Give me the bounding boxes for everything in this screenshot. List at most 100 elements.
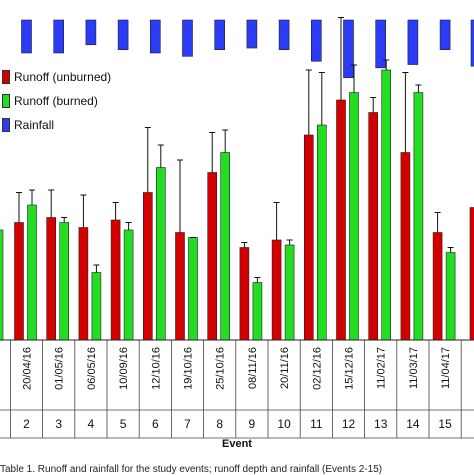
event-tick-label: 10 bbox=[277, 417, 291, 431]
rainfall-bar bbox=[183, 20, 193, 56]
x-axis: 20/04/16201/05/16306/05/16410/09/16512/1… bbox=[0, 340, 474, 438]
unburned-error-bar bbox=[16, 193, 22, 223]
burned-error-bar bbox=[448, 248, 454, 253]
event-tick-label: 3 bbox=[55, 417, 62, 431]
unburned-error-bar bbox=[209, 133, 215, 173]
event-tick-label: 8 bbox=[216, 417, 223, 431]
date-tick-label: 11/02/17 bbox=[376, 347, 388, 389]
unburned-bar bbox=[272, 240, 281, 340]
event-tick-label: 13 bbox=[374, 417, 388, 431]
rainfall-bar bbox=[22, 20, 32, 53]
rainfall-bar bbox=[215, 20, 225, 50]
burned-error-bar bbox=[29, 190, 35, 205]
unburned-bar bbox=[143, 193, 152, 341]
event-tick-label: 7 bbox=[184, 417, 191, 431]
event-tick-label: 9 bbox=[249, 417, 256, 431]
rainfall-bar bbox=[408, 20, 418, 65]
burned-bar bbox=[414, 93, 423, 341]
date-tick-label: 01/05/16 bbox=[54, 347, 66, 390]
unburned-bar bbox=[176, 233, 185, 341]
burned-error-bar bbox=[93, 265, 99, 273]
legend-swatch-rainfall bbox=[2, 118, 10, 132]
runoff-bars bbox=[0, 18, 474, 341]
burned-bar bbox=[382, 70, 391, 340]
burned-error-bar bbox=[415, 85, 421, 93]
rainfall-bar bbox=[150, 20, 160, 53]
date-tick-label: 15/12/16 bbox=[344, 347, 356, 390]
burned-bar bbox=[28, 205, 37, 340]
date-tick-label: 25/10/16 bbox=[215, 347, 227, 390]
date-tick-label: 19/10/16 bbox=[183, 347, 195, 390]
unburned-bar bbox=[15, 223, 24, 341]
date-tick-label: 20/04/16 bbox=[22, 347, 34, 390]
event-tick-label: 14 bbox=[406, 417, 420, 431]
rainfall-bar bbox=[344, 20, 354, 78]
burned-error-bar bbox=[287, 240, 293, 245]
burned-bar bbox=[221, 153, 230, 341]
unburned-bar bbox=[111, 220, 120, 340]
figure-caption: Table 1. Runoff and rainfall for the stu… bbox=[0, 464, 382, 475]
burned-bar bbox=[60, 223, 69, 341]
unburned-error-bar bbox=[435, 213, 441, 233]
burned-error-bar bbox=[319, 73, 325, 126]
edge-burned-bar-left bbox=[0, 230, 3, 340]
rainfall-bar bbox=[279, 20, 289, 50]
burned-bar bbox=[253, 283, 262, 341]
date-tick-label: 02/12/16 bbox=[311, 347, 323, 390]
date-tick-label: 11/04/17 bbox=[440, 347, 452, 389]
burned-bar bbox=[317, 125, 326, 340]
burned-bar bbox=[189, 238, 198, 341]
unburned-bar bbox=[79, 228, 88, 341]
legend-label-rainfall: Rainfall bbox=[14, 118, 54, 132]
legend-item-burned: Runoff (burned) bbox=[2, 92, 98, 110]
legend-swatch-unburned bbox=[2, 70, 10, 84]
legend-swatch-burned bbox=[2, 94, 10, 108]
event-tick-label: 12 bbox=[342, 417, 356, 431]
unburned-bar bbox=[401, 153, 410, 341]
event-tick-label: 5 bbox=[120, 417, 127, 431]
unburned-bar bbox=[208, 173, 217, 341]
unburned-error-bar bbox=[241, 243, 247, 248]
unburned-error-bar bbox=[370, 98, 376, 113]
rainfall-bar bbox=[54, 20, 64, 53]
date-tick-label: 20/11/16 bbox=[279, 347, 291, 389]
burned-bar bbox=[446, 253, 455, 341]
edge-unburned-bar-right bbox=[470, 208, 474, 341]
date-tick-label: 08/11/16 bbox=[247, 347, 259, 389]
burned-error-bar bbox=[222, 130, 228, 153]
date-tick-label: 10/09/16 bbox=[118, 347, 130, 390]
rainfall-bar bbox=[86, 20, 96, 45]
burned-error-bar bbox=[61, 218, 67, 223]
unburned-error-bar bbox=[145, 128, 151, 193]
event-tick-label: 11 bbox=[310, 417, 323, 431]
rainfall-bar bbox=[247, 20, 257, 48]
rainfall-bar bbox=[376, 20, 386, 68]
unburned-error-bar bbox=[402, 73, 408, 153]
unburned-error-bar bbox=[113, 203, 119, 221]
unburned-error-bar bbox=[338, 18, 344, 101]
unburned-error-bar bbox=[274, 203, 280, 241]
unburned-error-bar bbox=[306, 70, 312, 135]
unburned-error-bar bbox=[48, 190, 54, 218]
unburned-bar bbox=[240, 248, 249, 341]
rainfall-bar bbox=[118, 20, 128, 50]
legend-item-unburned: Runoff (unburned) bbox=[2, 68, 111, 86]
event-tick-label: 15 bbox=[438, 417, 452, 431]
legend-label-burned: Runoff (burned) bbox=[14, 94, 98, 108]
date-tick-label: 06/05/16 bbox=[86, 347, 98, 390]
legend-label-unburned: Runoff (unburned) bbox=[14, 70, 111, 84]
date-tick-label: 11/03/17 bbox=[408, 347, 420, 389]
unburned-bar bbox=[337, 100, 346, 340]
date-tick-label: 12/10/16 bbox=[150, 347, 162, 390]
rainfall-bar bbox=[440, 20, 450, 50]
burned-bar bbox=[92, 273, 101, 341]
rainfall-bar bbox=[311, 20, 321, 61]
unburned-bar bbox=[433, 233, 442, 341]
unburned-bar bbox=[369, 113, 378, 341]
burned-bar bbox=[285, 245, 294, 340]
unburned-error-bar bbox=[177, 160, 183, 233]
unburned-bar bbox=[304, 135, 313, 340]
burned-error-bar bbox=[254, 278, 260, 283]
event-tick-label: 4 bbox=[88, 417, 95, 431]
burned-bar bbox=[156, 168, 165, 341]
